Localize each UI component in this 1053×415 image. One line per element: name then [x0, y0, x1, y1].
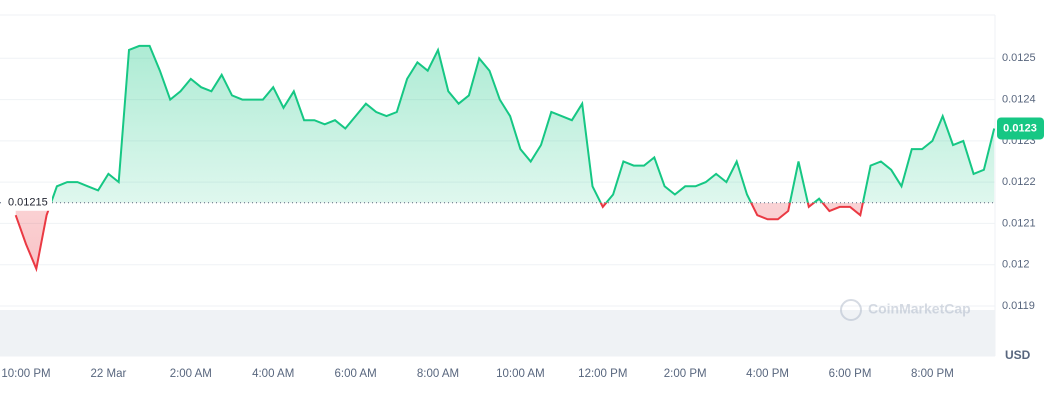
x-tick-label: 6:00 PM — [829, 368, 872, 380]
line-above — [49, 44, 996, 203]
price-tag: 0.0123 — [1003, 122, 1037, 134]
y-tick-label: 0.012 — [1002, 259, 1030, 271]
x-tick-label: 10:00 AM — [496, 368, 545, 380]
x-tick-label: 12:00 PM — [578, 368, 627, 380]
y-tick-label: 0.0121 — [1002, 217, 1036, 229]
line-below — [14, 202, 864, 273]
y-tick-label: 0.0119 — [1002, 300, 1035, 312]
x-tick-label: 8:00 PM — [911, 368, 954, 380]
baseline-label: 0.01215 — [8, 197, 48, 209]
price-tag-bg — [997, 117, 1044, 140]
area-above — [51, 45, 995, 203]
x-tick-label: 4:00 AM — [252, 368, 294, 380]
currency-label: USD — [1005, 348, 1031, 362]
watermark: CoinMarketCap — [840, 299, 971, 321]
x-tick-label: 2:00 PM — [664, 368, 707, 380]
y-tick-label: 0.0125 — [1002, 52, 1036, 64]
x-tick-label: 8:00 AM — [417, 368, 459, 380]
x-tick-label: 4:00 PM — [746, 368, 789, 380]
volume-band — [0, 310, 995, 356]
y-tick-label: 0.0122 — [1002, 176, 1036, 188]
x-tick-label: 6:00 AM — [334, 368, 376, 380]
watermark-text: CoinMarketCap — [868, 301, 971, 317]
y-tick-label: 0.0124 — [1002, 93, 1036, 105]
x-tick-label: 22 Mar — [91, 368, 127, 380]
x-tick-label: 10:00 PM — [1, 368, 50, 380]
baseline-label-bg — [4, 194, 52, 211]
x-tick-label: 2:00 AM — [170, 368, 212, 380]
